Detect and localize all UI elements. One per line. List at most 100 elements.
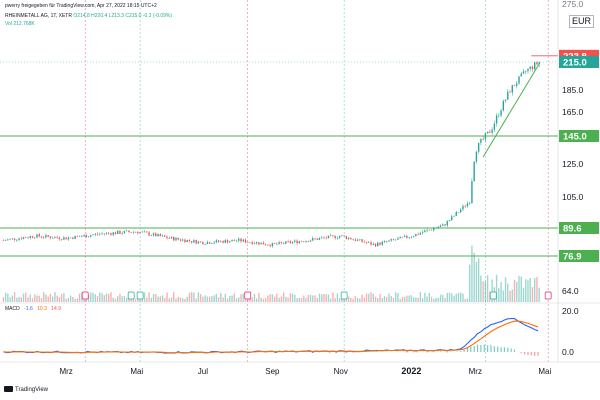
candle-body (294, 240, 296, 242)
candle-body (527, 68, 529, 72)
candle-body (229, 241, 231, 243)
candle-body (278, 242, 280, 245)
time-tick-label: Mrz (469, 367, 482, 376)
price-tick-label: 165.0 (562, 107, 584, 117)
candle-body (161, 235, 164, 237)
currency-badge[interactable]: EUR (568, 15, 594, 28)
volume-bar (45, 294, 47, 302)
candle-body (397, 238, 399, 240)
candle-body (18, 238, 20, 240)
volume-bar (433, 298, 435, 302)
candle-body (477, 142, 480, 152)
candle-body (179, 239, 182, 241)
candle-body (29, 236, 31, 238)
candle-body (260, 242, 262, 245)
volume-bar (260, 297, 262, 302)
volume-bar (347, 296, 350, 302)
macd-histogram-bar (530, 352, 532, 356)
candle-body (190, 241, 193, 243)
volume-bar (190, 292, 193, 302)
macd-histogram-bar (513, 349, 516, 352)
candle-body (341, 235, 343, 237)
price-axis[interactable]: 64.0105.0125.0145.0165.0185.0225.0275.02… (559, 0, 599, 357)
volume-bar (329, 298, 332, 302)
volume-bar (18, 297, 20, 302)
event-marker-icon (244, 291, 252, 300)
macd-histogram-bar (450, 351, 452, 352)
volume-bar (208, 296, 211, 302)
tradingview-logo[interactable]: TradingView (4, 386, 48, 393)
volume-bar (426, 296, 428, 302)
candle-body (421, 232, 424, 233)
candle-body (267, 244, 269, 246)
macd-label[interactable]: MACD (5, 306, 20, 312)
volume-bar (229, 295, 231, 302)
volume-bar (388, 293, 390, 302)
volume-bar (323, 293, 325, 302)
volume-bar (87, 294, 90, 302)
candle-body (249, 242, 251, 243)
candle-body (471, 181, 473, 204)
candle-body (457, 212, 460, 213)
trend-line-segment (482, 63, 540, 158)
candle-body (534, 62, 536, 70)
candle-body (399, 236, 401, 239)
volume-bar (76, 298, 79, 302)
price-tick-label: 185.0 (562, 85, 584, 95)
candle-body (365, 242, 368, 243)
volume-bar (125, 297, 128, 302)
volume-bar (101, 293, 103, 302)
candle-body (493, 123, 496, 130)
macd-header: MACD -1.6 10.3 14.9 (5, 306, 61, 312)
candle-body (202, 241, 204, 245)
candle-body (184, 239, 186, 243)
volume-bar (410, 295, 413, 302)
macd-histogram-bar (476, 344, 479, 352)
volume-bar (7, 293, 9, 302)
candle-body (128, 230, 130, 233)
volume-bar (157, 296, 159, 302)
price-tick-label: 105.0 (562, 192, 584, 202)
volume-bar (489, 291, 491, 302)
volume-bar (309, 294, 312, 302)
volume-bar (354, 296, 357, 302)
volume-bar (408, 295, 410, 302)
event-vertical-lines (84, 0, 549, 362)
candle-body (58, 237, 61, 240)
volume-bar (305, 297, 307, 302)
logo-label: TradingView (15, 387, 49, 393)
volume-bar (184, 298, 186, 302)
candle-body (256, 242, 258, 244)
volume-bar (278, 297, 280, 302)
candle-body (139, 232, 141, 234)
candle-body (40, 236, 43, 238)
price-label-box (559, 56, 599, 68)
volume-bar (374, 296, 377, 302)
candle-body (428, 229, 431, 231)
macd-histogram-bar (527, 352, 529, 356)
symbol-name[interactable]: RHEINMETALL AG, 1T, XETR (5, 13, 72, 19)
volume-bar (134, 298, 137, 302)
candle-body (51, 238, 54, 239)
volume-bar (276, 293, 278, 302)
price-label-box (559, 222, 599, 234)
volume-bar (455, 293, 457, 302)
candle-body (220, 241, 222, 242)
candle-body (511, 85, 513, 93)
volume-bar (273, 296, 276, 302)
candle-body (531, 66, 534, 70)
volume-bar (146, 297, 148, 302)
volume-bar (152, 294, 155, 302)
volume-bar (188, 292, 191, 302)
volume-bar (338, 298, 341, 302)
volume-bar (123, 296, 126, 302)
price-tick-label: 64.0 (562, 286, 579, 296)
volume-bar (473, 252, 475, 302)
candle-body (383, 241, 386, 242)
time-axis[interactable]: Mrz Mai Jul Sep Nov 2022 Mrz Mai (59, 366, 551, 376)
volume-bar (202, 296, 204, 302)
candle-body (253, 243, 256, 244)
volume-bar (498, 288, 500, 302)
candle-body (159, 234, 161, 237)
